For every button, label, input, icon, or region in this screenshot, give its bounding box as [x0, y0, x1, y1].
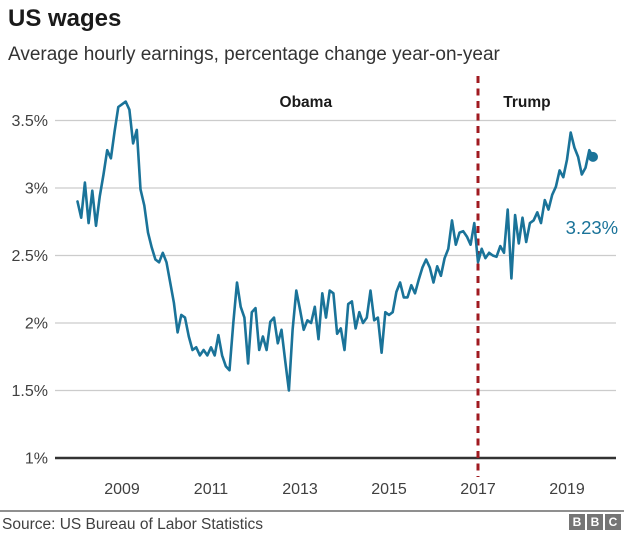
trump-label: Trump — [503, 94, 550, 111]
y-tick-label: 2% — [25, 316, 48, 333]
latest-value-label: 3.23% — [566, 217, 618, 238]
x-tick-label: 2019 — [549, 481, 585, 498]
x-tick-label: 2013 — [282, 481, 318, 498]
bbc-logo-block: B — [587, 514, 603, 530]
earnings-line — [76, 100, 595, 392]
bbc-logo-block: B — [569, 514, 585, 530]
page-title: US wages — [8, 5, 122, 32]
y-tick-label: 3.5% — [12, 113, 48, 130]
footer-divider — [0, 510, 624, 512]
x-tick-label: 2017 — [460, 481, 496, 498]
y-tick-label: 1% — [25, 451, 48, 468]
x-tick-label: 2009 — [104, 481, 140, 498]
x-tick-label: 2015 — [371, 481, 407, 498]
bbc-logo-block: C — [605, 514, 621, 530]
obama-label: Obama — [280, 94, 333, 111]
latest-point-dot — [588, 151, 598, 162]
y-tick-label: 2.5% — [12, 248, 48, 265]
wage-chart-svg: 3.5% 3% 2.5% 2% 1.5% 1% 2009 2011 2013 2015 2017 20… — [12, 76, 618, 498]
source-text: Source: US Bureau of Labor Statistics — [2, 516, 264, 533]
bbc-logo: B B C — [569, 514, 621, 530]
y-tick-label: 1.5% — [12, 383, 48, 400]
page-subtitle: Average hourly earnings, percentage chan… — [8, 44, 500, 65]
y-tick-label: 3% — [25, 181, 48, 198]
x-tick-label: 2011 — [194, 481, 229, 498]
